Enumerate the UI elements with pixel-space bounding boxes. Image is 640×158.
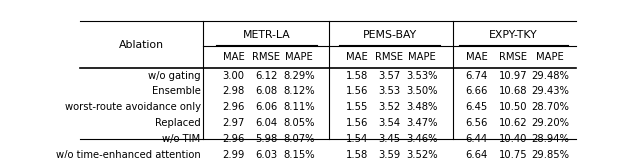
Text: 3.53%: 3.53% — [406, 70, 438, 81]
Text: Ablation: Ablation — [119, 40, 164, 49]
Text: 8.15%: 8.15% — [284, 150, 315, 158]
Text: 2.96: 2.96 — [223, 134, 245, 144]
Text: 29.85%: 29.85% — [531, 150, 569, 158]
Text: 1.54: 1.54 — [346, 134, 368, 144]
Text: 1.58: 1.58 — [346, 150, 368, 158]
Text: 10.68: 10.68 — [499, 86, 527, 96]
Text: 28.94%: 28.94% — [531, 134, 569, 144]
Text: 8.12%: 8.12% — [284, 86, 315, 96]
Text: 1.58: 1.58 — [346, 70, 368, 81]
Text: 3.00: 3.00 — [223, 70, 244, 81]
Text: 10.50: 10.50 — [499, 102, 527, 112]
Text: 1.55: 1.55 — [346, 102, 368, 112]
Text: 2.99: 2.99 — [223, 150, 245, 158]
Text: 8.05%: 8.05% — [284, 118, 315, 128]
Text: MAE: MAE — [223, 52, 244, 62]
Text: 5.98: 5.98 — [255, 134, 277, 144]
Text: 3.48%: 3.48% — [406, 102, 438, 112]
Text: 3.57: 3.57 — [378, 70, 400, 81]
Text: 6.03: 6.03 — [255, 150, 277, 158]
Text: 2.96: 2.96 — [223, 102, 245, 112]
Text: w/o TIM: w/o TIM — [163, 134, 200, 144]
Text: 6.74: 6.74 — [466, 70, 488, 81]
Text: w/o gating: w/o gating — [148, 70, 200, 81]
Text: EXPY-TKY: EXPY-TKY — [489, 30, 538, 40]
Text: 6.04: 6.04 — [255, 118, 277, 128]
Text: worst-route avoidance only: worst-route avoidance only — [65, 102, 200, 112]
Text: 3.50%: 3.50% — [406, 86, 438, 96]
Text: 6.64: 6.64 — [466, 150, 488, 158]
Text: 1.56: 1.56 — [346, 118, 368, 128]
Text: 29.48%: 29.48% — [531, 70, 569, 81]
Text: 6.45: 6.45 — [466, 102, 488, 112]
Text: RMSE: RMSE — [375, 52, 403, 62]
Text: Ensemble: Ensemble — [152, 86, 200, 96]
Text: MAPE: MAPE — [285, 52, 313, 62]
Text: 3.53: 3.53 — [378, 86, 400, 96]
Text: 3.59: 3.59 — [378, 150, 400, 158]
Text: PEMS-BAY: PEMS-BAY — [362, 30, 417, 40]
Text: MAPE: MAPE — [408, 52, 436, 62]
Text: 10.97: 10.97 — [499, 70, 527, 81]
Text: 10.40: 10.40 — [499, 134, 527, 144]
Text: 3.54: 3.54 — [378, 118, 400, 128]
Text: 3.46%: 3.46% — [406, 134, 438, 144]
Text: 6.12: 6.12 — [255, 70, 277, 81]
Text: 6.06: 6.06 — [255, 102, 277, 112]
Text: MAPE: MAPE — [536, 52, 564, 62]
Text: 8.29%: 8.29% — [284, 70, 315, 81]
Text: w/o time-enhanced attention: w/o time-enhanced attention — [56, 150, 200, 158]
Text: 29.43%: 29.43% — [531, 86, 569, 96]
Text: 6.56: 6.56 — [466, 118, 488, 128]
Text: 28.70%: 28.70% — [531, 102, 569, 112]
Text: 29.20%: 29.20% — [531, 118, 569, 128]
Text: RMSE: RMSE — [499, 52, 527, 62]
Text: 2.97: 2.97 — [223, 118, 245, 128]
Text: 1.56: 1.56 — [346, 86, 368, 96]
Text: METR-LA: METR-LA — [243, 30, 291, 40]
Text: 3.52: 3.52 — [378, 102, 400, 112]
Text: 6.66: 6.66 — [466, 86, 488, 96]
Text: 3.45: 3.45 — [378, 134, 400, 144]
Text: RMSE: RMSE — [252, 52, 280, 62]
Text: 8.11%: 8.11% — [284, 102, 315, 112]
Text: 6.08: 6.08 — [255, 86, 277, 96]
Text: 6.44: 6.44 — [466, 134, 488, 144]
Text: 10.62: 10.62 — [499, 118, 527, 128]
Text: 3.52%: 3.52% — [406, 150, 438, 158]
Text: MAE: MAE — [346, 52, 367, 62]
Text: 10.75: 10.75 — [499, 150, 527, 158]
Text: MAE: MAE — [466, 52, 488, 62]
Text: 2.98: 2.98 — [223, 86, 245, 96]
Text: 8.07%: 8.07% — [284, 134, 315, 144]
Text: 3.47%: 3.47% — [406, 118, 438, 128]
Text: Replaced: Replaced — [155, 118, 200, 128]
